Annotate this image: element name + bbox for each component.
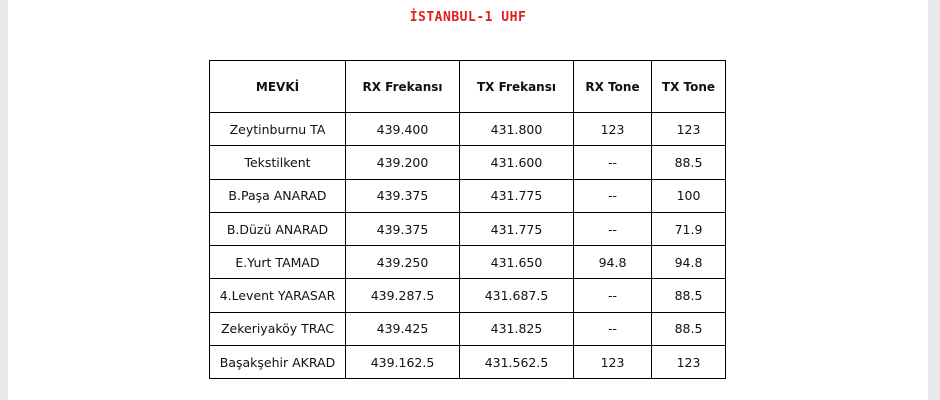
frequency-table: MEVKİ RX Frekansı TX Frekansı RX Tone TX… [209,60,726,380]
cell-rx-frequency: 439.200 [345,145,460,180]
cell-location: Zekeriyaköy TRAC [209,311,346,347]
table-header-row: MEVKİ RX Frekansı TX Frekansı RX Tone TX… [209,60,726,113]
cell-location: Zeytinburnu TA [209,111,346,147]
cell-tx-tone: 71.9 [651,211,726,247]
table-row: Zeytinburnu TA 439.400 431.800 123 123 [209,111,726,147]
cell-location: Tekstilkent [209,145,346,180]
table-row: E.Yurt TAMAD 439.250 431.650 94.8 94.8 [209,245,726,280]
table-row: B.Paşa ANARAD 439.375 431.775 -- 100 [209,178,726,213]
cell-rx-tone: -- [573,145,652,180]
cell-rx-tone: -- [573,311,652,347]
cell-tx-frequency: 431.562.5 [459,345,574,380]
cell-tx-tone: 88.5 [651,311,726,347]
cell-tx-tone: 94.8 [651,245,726,280]
cell-location: Başakşehir AKRAD [209,345,346,380]
page-title: İSTANBUL-1 UHF [409,10,527,25]
header-tx-frequency: TX Frekansı [459,60,574,113]
cell-rx-frequency: 439.162.5 [345,345,460,380]
cell-rx-tone: 123 [573,345,652,380]
header-tx-tone: TX Tone [651,60,726,113]
cell-tx-frequency: 431.775 [459,178,574,213]
cell-tx-tone: 123 [651,345,726,380]
cell-tx-frequency: 431.600 [459,145,574,180]
cell-tx-tone: 88.5 [651,278,726,313]
cell-tx-tone: 88.5 [651,145,726,180]
cell-location: B.Düzü ANARAD [209,211,346,247]
cell-rx-frequency: 439.287.5 [345,278,460,313]
table-row: 4.Levent YARASAR 439.287.5 431.687.5 -- … [209,278,726,313]
table-row: Başakşehir AKRAD 439.162.5 431.562.5 123… [209,345,726,380]
cell-tx-frequency: 431.825 [459,311,574,347]
cell-rx-tone: -- [573,278,652,313]
cell-tx-frequency: 431.775 [459,211,574,247]
document-page: İSTANBUL-1 UHF MEVKİ RX Frekansı TX Frek… [8,0,928,400]
cell-rx-tone: 123 [573,111,652,147]
header-rx-frequency: RX Frekansı [345,60,460,113]
cell-location: B.Paşa ANARAD [209,178,346,213]
cell-tx-frequency: 431.650 [459,245,574,280]
cell-rx-frequency: 439.425 [345,311,460,347]
table-row: B.Düzü ANARAD 439.375 431.775 -- 71.9 [209,211,726,247]
cell-rx-frequency: 439.250 [345,245,460,280]
table-row: Tekstilkent 439.200 431.600 -- 88.5 [209,145,726,180]
header-location: MEVKİ [209,60,346,113]
cell-tx-frequency: 431.687.5 [459,278,574,313]
cell-rx-frequency: 439.375 [345,211,460,247]
cell-tx-frequency: 431.800 [459,111,574,147]
cell-rx-frequency: 439.375 [345,178,460,213]
cell-rx-tone: -- [573,178,652,213]
header-rx-tone: RX Tone [573,60,652,113]
cell-tx-tone: 123 [651,111,726,147]
cell-location: 4.Levent YARASAR [209,278,346,313]
cell-rx-frequency: 439.400 [345,111,460,147]
cell-location: E.Yurt TAMAD [209,245,346,280]
cell-tx-tone: 100 [651,178,726,213]
cell-rx-tone: 94.8 [573,245,652,280]
cell-rx-tone: -- [573,211,652,247]
table-row: Zekeriyaköy TRAC 439.425 431.825 -- 88.5 [209,311,726,347]
